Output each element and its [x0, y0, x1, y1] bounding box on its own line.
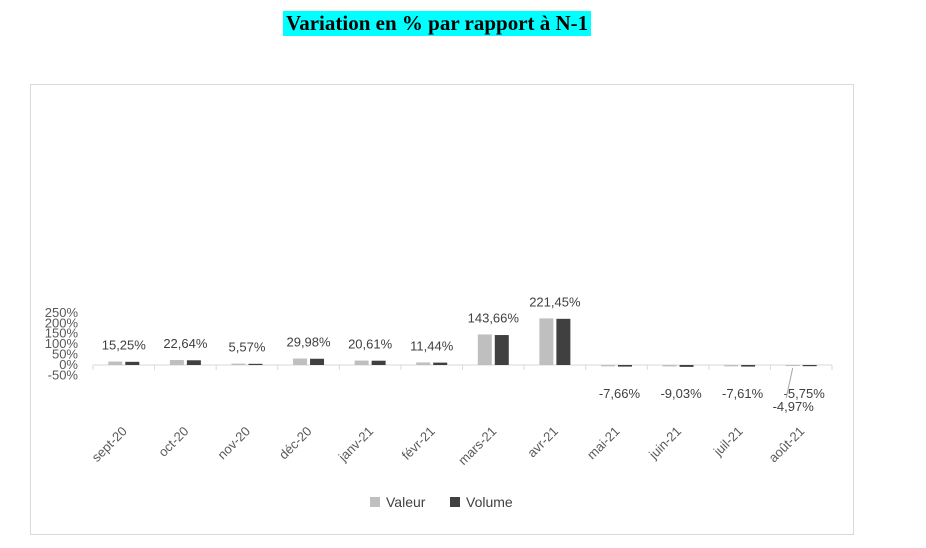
data-label: -5,75%: [784, 386, 826, 401]
bar-volume: [186, 360, 201, 365]
x-category-label: sept-20: [89, 424, 130, 465]
bar-volume: [125, 361, 140, 365]
bar-valeur: [108, 361, 123, 365]
x-category-label: juin-21: [645, 424, 684, 463]
x-category-label: janv-21: [335, 424, 376, 465]
legend-swatch-volume: [450, 497, 460, 507]
bar-valeur: [724, 365, 739, 367]
data-label: 29,98%: [286, 335, 331, 350]
bar-volume: [494, 335, 509, 365]
bar-valeur: [231, 363, 246, 365]
legend-label-valeur: Valeur: [386, 494, 426, 510]
x-category-label: févr-21: [399, 424, 438, 463]
bar-valeur: [293, 358, 308, 365]
y-tick-label: 200%: [45, 315, 79, 330]
bar-volume: [371, 360, 386, 365]
data-label: 22,64%: [163, 336, 208, 351]
x-category-label: juil-21: [710, 424, 746, 460]
x-category-label: avr-21: [524, 424, 561, 461]
data-label: -7,61%: [722, 386, 764, 401]
data-label: 5,57%: [229, 340, 266, 355]
data-label: 20,61%: [348, 337, 393, 352]
bar-volume: [556, 318, 571, 365]
bar-volume: [802, 365, 817, 367]
x-category-label: nov-20: [214, 424, 253, 463]
bar-volume: [741, 365, 756, 367]
y-tick-label: -50%: [48, 367, 79, 382]
x-category-label: mars-21: [455, 424, 499, 468]
bar-volume: [679, 365, 694, 367]
bar-volume: [310, 358, 325, 365]
data-label: 221,45%: [529, 294, 581, 309]
x-category-label: août-21: [766, 424, 808, 466]
data-label: -9,03%: [660, 386, 702, 401]
bar-valeur: [600, 365, 615, 367]
bar-valeur: [169, 360, 184, 365]
bar-valeur: [416, 362, 431, 365]
leader-line: [785, 367, 794, 399]
bar-valeur: [477, 334, 492, 365]
data-label: 15,25%: [102, 338, 147, 353]
chart-area: [30, 84, 854, 535]
y-tick-label: 0%: [59, 357, 78, 372]
bar-valeur: [785, 365, 800, 367]
data-label-extra: -4,97%: [773, 399, 815, 414]
bar-valeur: [539, 318, 554, 365]
data-label: 143,66%: [468, 310, 520, 325]
x-category-label: déc-20: [276, 424, 315, 463]
y-tick-label: 100%: [45, 336, 79, 351]
data-label: -7,66%: [599, 386, 641, 401]
x-category-label: oct-20: [155, 424, 191, 460]
x-category-label: mai-21: [584, 424, 623, 463]
bar-volume: [248, 363, 263, 365]
chart-title: Variation en % par rapport à N-1: [283, 11, 592, 36]
y-tick-label: 250%: [45, 305, 79, 320]
legend-label-volume: Volume: [466, 494, 513, 510]
y-tick-label: 50%: [52, 347, 78, 362]
bar-valeur: [354, 360, 369, 365]
y-tick-label: 150%: [45, 326, 79, 341]
legend-swatch-valeur: [370, 497, 380, 507]
bar-valeur: [662, 365, 677, 367]
bar-volume: [433, 362, 448, 365]
data-label: 11,44%: [410, 338, 454, 353]
bar-volume: [617, 365, 632, 367]
